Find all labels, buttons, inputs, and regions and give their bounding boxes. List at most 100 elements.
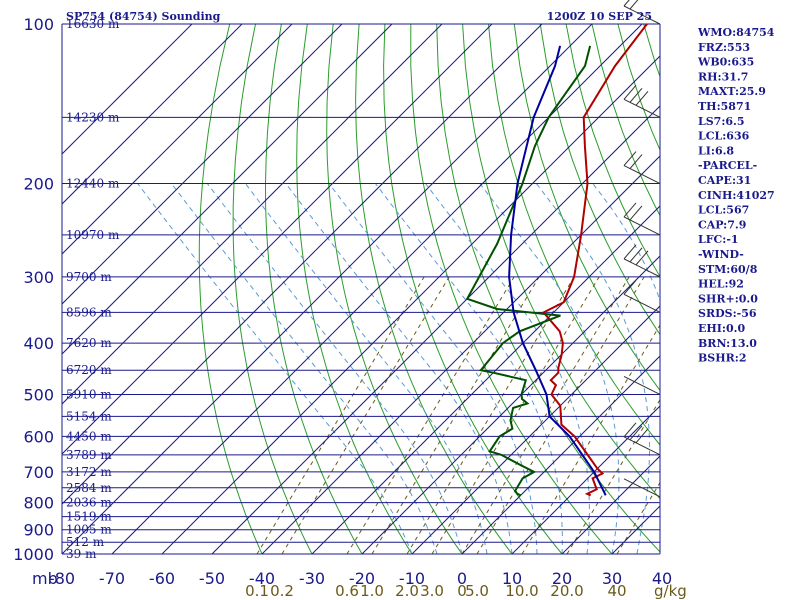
mixing-ratio-label: 10.0 — [505, 582, 538, 600]
index-line: MAXT:25.9 — [698, 85, 766, 98]
wind-barb-staff — [623, 98, 661, 118]
index-line: LS7:6.5 — [698, 115, 745, 128]
isotherm--160 — [62, 24, 193, 155]
pressure-tick-label: 300 — [23, 268, 54, 287]
wind-barb-flag — [623, 422, 637, 438]
temperature-tick-label: -30 — [299, 569, 325, 588]
height-label: 2036 m — [66, 496, 112, 510]
temperature-line — [542, 24, 648, 497]
isotherms — [62, 24, 660, 554]
isotherm--60 — [161, 55, 660, 554]
index-line: LI:6.8 — [698, 144, 734, 157]
moist-adiabat — [137, 183, 413, 554]
height-label: 1005 m — [66, 523, 112, 537]
index-line: LCL:636 — [698, 130, 750, 143]
isotherm-10 — [511, 405, 660, 554]
height-label: 16630 m — [66, 17, 120, 31]
index-line: WB0:635 — [697, 56, 754, 69]
index-line: LCL:567 — [698, 204, 749, 217]
temperature-tick-label: -70 — [99, 569, 125, 588]
wind-barb-flag — [623, 85, 637, 100]
wind-barb-flag — [635, 250, 649, 266]
pressure-tick-label: 700 — [23, 463, 54, 482]
dewpoint-line — [465, 45, 592, 497]
isotherm--120 — [62, 24, 393, 355]
isotherm--140 — [62, 24, 293, 255]
temperature-tick-labels: -80 -70 -60 -50 -40 -30 -20 -10 0 10 20 30 40 — [49, 569, 672, 588]
pressure-tick-label: 400 — [23, 334, 54, 353]
temperature-tick-label: -80 — [49, 569, 75, 588]
wind-barb-flag — [623, 151, 637, 166]
mixing-ratio-unit-label: g/kg — [654, 582, 687, 600]
dry-adiabat — [539, 24, 660, 336]
mixing-ratio-label: 3.0 — [420, 582, 444, 600]
isotherm--30 — [311, 205, 660, 554]
pressure-tick-label: 1000 — [13, 545, 54, 564]
index-line: -WIND- — [698, 248, 744, 261]
temperature-tick-label: -60 — [149, 569, 175, 588]
wind-barb-flag — [623, 0, 630, 7]
wind-barb-flag — [623, 244, 637, 260]
index-line: TH:5871 — [698, 100, 751, 113]
mixing-ratio-label: 1.0 — [360, 582, 384, 600]
index-line: RH:31.7 — [698, 70, 748, 83]
dry-adiabat — [232, 24, 313, 554]
height-label: 5910 m — [66, 387, 112, 401]
dry-adiabat — [296, 24, 413, 554]
mixing-ratio-label: 0.6 — [335, 582, 359, 600]
isotherm--100 — [62, 24, 493, 455]
isotherm-20 — [561, 455, 660, 554]
index-line: CAPE:31 — [698, 174, 751, 187]
height-label: 1519 m — [66, 510, 112, 524]
wind-barb-flag — [629, 425, 643, 441]
height-label: 12440 m — [66, 177, 120, 191]
pressure-tick-label: 100 — [23, 15, 54, 34]
temperature-tick-label: -50 — [199, 569, 225, 588]
moist-adiabats — [137, 183, 660, 554]
temperature-tick-label: 20 — [552, 569, 572, 588]
chart-title-left: SP754 (84754) Sounding — [66, 10, 221, 23]
index-line: FRZ:553 — [698, 41, 750, 54]
dry-adiabat — [773, 24, 800, 554]
wind-barb-flag — [629, 0, 639, 10]
height-label: 3172 m — [66, 465, 112, 479]
mixing-ratio-label: 0 — [457, 582, 467, 600]
isotherm-0 — [461, 355, 660, 554]
mixing-ratio-line — [431, 276, 600, 554]
index-line: SHR+:0.0 — [698, 292, 758, 305]
dry-adiabat — [591, 24, 660, 217]
temperature-tick-label: 40 — [652, 569, 672, 588]
dry-adiabat — [462, 24, 660, 500]
wind-barb-staff — [623, 293, 661, 313]
wind-barb-flag — [629, 88, 643, 103]
mixing-ratio-line — [461, 276, 630, 554]
parcel-line — [508, 45, 607, 496]
height-label: 3789 m — [66, 448, 112, 462]
height-label: 10970 m — [66, 228, 120, 242]
sounding-profiles — [465, 24, 648, 497]
temperature-tick-label: 30 — [602, 569, 622, 588]
isotherm--50 — [211, 105, 660, 554]
wind-barb-flag — [623, 202, 637, 218]
height-label: 2584 m — [66, 481, 112, 495]
isotherm--40 — [261, 155, 660, 554]
wind-barb-staff — [623, 436, 661, 456]
temperature-tick-label: 10 — [502, 569, 522, 588]
height-label: 7620 m — [66, 336, 112, 350]
height-label: 14230 m — [66, 110, 120, 124]
isotherm--150 — [62, 24, 243, 205]
mixing-ratio-line — [371, 276, 540, 554]
pressure-tick-label: 600 — [23, 427, 54, 446]
dry-adiabat — [747, 24, 800, 554]
temperature-tick-label: -20 — [349, 569, 375, 588]
height-label: 9700 m — [66, 270, 112, 284]
height-label: 6720 m — [66, 363, 112, 377]
wind-barb-staff — [623, 478, 661, 498]
wind-barbs — [623, 0, 661, 498]
index-line: HEL:92 — [698, 278, 744, 291]
mixing-ratio-line — [521, 324, 660, 554]
wind-barb-flag — [635, 428, 649, 444]
isobars — [61, 23, 661, 555]
mixing-ratio-labels: 0.1 0.2 0.6 1.0 2.0 3.0 05.0 10.0 20.0 40 — [245, 582, 626, 600]
